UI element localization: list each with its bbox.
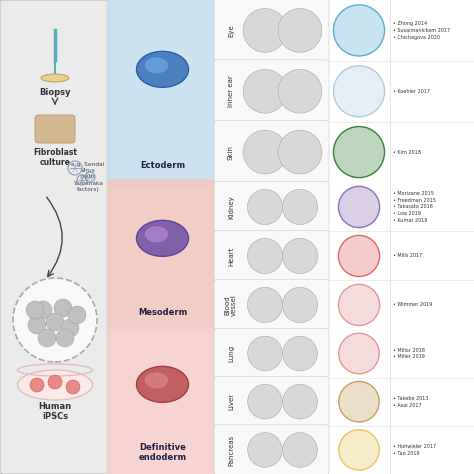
Ellipse shape [137, 220, 189, 256]
FancyBboxPatch shape [214, 60, 329, 123]
Circle shape [339, 333, 379, 374]
FancyBboxPatch shape [214, 182, 329, 232]
Text: Fibroblast
culture: Fibroblast culture [33, 148, 77, 167]
Text: Blood
vessel: Blood vessel [225, 294, 237, 316]
Text: Lung: Lung [228, 345, 234, 362]
Circle shape [38, 329, 56, 347]
Circle shape [333, 66, 384, 117]
Circle shape [247, 336, 283, 371]
Circle shape [283, 336, 318, 371]
Text: Inner ear: Inner ear [228, 75, 234, 107]
Circle shape [243, 9, 287, 52]
Circle shape [333, 127, 384, 178]
Text: e.g. Sendai
Virus
(with
Yamanaka
factors): e.g. Sendai Virus (with Yamanaka factors… [72, 162, 105, 192]
Text: Skin: Skin [228, 145, 234, 160]
FancyBboxPatch shape [107, 327, 218, 474]
FancyBboxPatch shape [0, 0, 110, 474]
Circle shape [243, 130, 287, 174]
Text: Definitive
endoderm: Definitive endoderm [138, 443, 187, 462]
Circle shape [338, 284, 380, 326]
FancyBboxPatch shape [214, 328, 329, 379]
FancyBboxPatch shape [214, 425, 329, 474]
Circle shape [61, 319, 79, 337]
Circle shape [283, 287, 318, 323]
Ellipse shape [137, 366, 189, 402]
Text: Biopsy: Biopsy [39, 88, 71, 97]
Circle shape [283, 384, 318, 419]
FancyBboxPatch shape [214, 377, 329, 427]
Text: • Takebe 2013
• Asai 2017: • Takebe 2013 • Asai 2017 [393, 396, 428, 408]
FancyBboxPatch shape [35, 115, 75, 143]
FancyBboxPatch shape [214, 280, 329, 330]
Circle shape [278, 69, 322, 113]
Text: • Morizane 2015
• Freedman 2015
• Takasato 2016
• Low 2019
• Kumar 2019: • Morizane 2015 • Freedman 2015 • Takasa… [393, 191, 436, 223]
Circle shape [278, 130, 322, 174]
Text: • Wimmer 2019: • Wimmer 2019 [393, 302, 432, 308]
Text: Liver: Liver [228, 393, 234, 410]
FancyBboxPatch shape [214, 121, 329, 183]
Circle shape [247, 433, 283, 467]
Circle shape [247, 287, 283, 323]
Text: Mesoderm: Mesoderm [138, 309, 187, 318]
Circle shape [247, 238, 283, 273]
Circle shape [34, 301, 52, 319]
Ellipse shape [18, 370, 92, 400]
Circle shape [339, 382, 379, 422]
Circle shape [247, 384, 283, 419]
Circle shape [28, 316, 46, 334]
Circle shape [54, 299, 72, 317]
Text: • Koehler 2017: • Koehler 2017 [393, 89, 430, 94]
Ellipse shape [145, 57, 168, 73]
Circle shape [283, 433, 318, 467]
Circle shape [48, 375, 62, 389]
Ellipse shape [137, 51, 189, 87]
Circle shape [247, 189, 283, 225]
Text: Heart: Heart [228, 246, 234, 265]
Circle shape [338, 186, 380, 228]
Circle shape [13, 278, 97, 362]
Text: Eye: Eye [228, 24, 234, 37]
Ellipse shape [41, 74, 69, 82]
Circle shape [339, 429, 379, 470]
Circle shape [243, 69, 287, 113]
FancyBboxPatch shape [214, 230, 329, 282]
Circle shape [56, 329, 74, 347]
Text: • Mills 2017: • Mills 2017 [393, 254, 422, 258]
Circle shape [30, 378, 44, 392]
Circle shape [68, 306, 86, 324]
Circle shape [283, 189, 318, 225]
FancyBboxPatch shape [107, 180, 218, 332]
Text: • Zhong 2014
• Susaimanickam 2017
• Chichagova 2020: • Zhong 2014 • Susaimanickam 2017 • Chic… [393, 21, 450, 40]
Text: Kidney: Kidney [228, 195, 234, 219]
Ellipse shape [145, 372, 168, 389]
Text: Human
iPSCs: Human iPSCs [38, 402, 72, 421]
Circle shape [46, 313, 64, 331]
Text: Ectoderm: Ectoderm [140, 162, 185, 171]
Circle shape [278, 9, 322, 52]
FancyBboxPatch shape [107, 0, 218, 185]
Text: Pancreas: Pancreas [228, 434, 234, 465]
Circle shape [283, 238, 318, 273]
Text: • Hohwieler 2017
• Tao 2019: • Hohwieler 2017 • Tao 2019 [393, 444, 436, 456]
Circle shape [26, 301, 44, 319]
Circle shape [333, 5, 384, 56]
Circle shape [66, 380, 80, 394]
FancyBboxPatch shape [214, 0, 329, 62]
Text: • Kim 2018: • Kim 2018 [393, 150, 421, 155]
Circle shape [338, 236, 380, 276]
Ellipse shape [145, 226, 168, 242]
Text: • Millor 2018
• Miller 2019: • Millor 2018 • Miller 2019 [393, 347, 425, 359]
